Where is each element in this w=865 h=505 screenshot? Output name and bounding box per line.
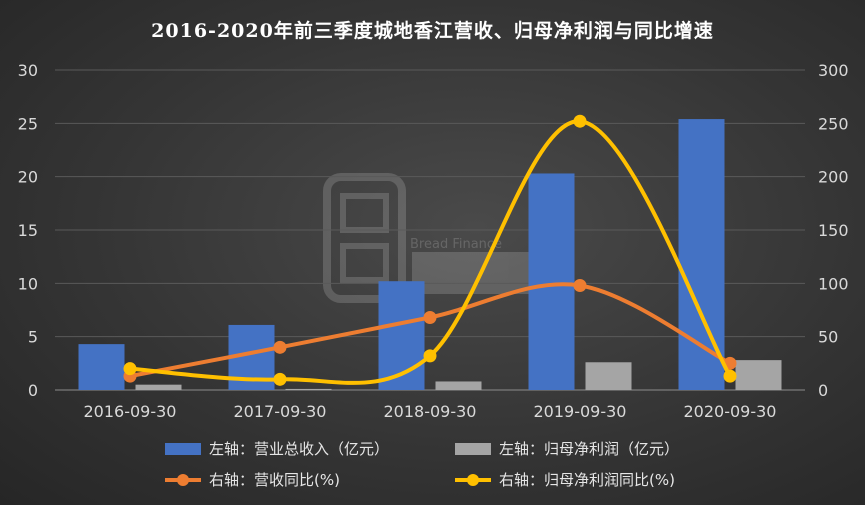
x-axis-tick-label: 2018-09-30 xyxy=(384,402,477,421)
bar-revenue xyxy=(528,173,575,390)
point-revenue-yoy xyxy=(573,278,587,292)
bar-net-profit xyxy=(285,388,332,390)
x-axis-tick-label: 2019-09-30 xyxy=(534,402,627,421)
legend-item: 右轴：营收同比(%) xyxy=(165,471,340,489)
bar-net-profit xyxy=(735,360,782,390)
left-axis-tick-label: 15 xyxy=(18,221,38,240)
left-axis-tick-label: 5 xyxy=(28,328,38,347)
watermark-text: Bread Finance xyxy=(410,237,502,252)
left-axis-tick-label: 0 xyxy=(28,381,38,400)
point-revenue-yoy xyxy=(273,340,287,354)
point-profit-yoy xyxy=(723,369,737,383)
point-profit-yoy xyxy=(573,114,587,128)
right-axis-tick-label: 50 xyxy=(818,328,838,347)
right-axis-tick-label: 300 xyxy=(818,61,849,80)
line-profit-yoy xyxy=(128,119,732,385)
watermark-logo: Bread Finance xyxy=(323,173,537,303)
legend-item: 左轴：归母净利润（亿元） xyxy=(455,440,679,458)
bar-net-profit xyxy=(435,381,482,390)
left-axis-tick-label: 25 xyxy=(18,114,38,133)
right-axis-tick-label: 150 xyxy=(818,221,849,240)
bar-net-profit xyxy=(585,362,632,390)
x-axis-tick-label: 2017-09-30 xyxy=(234,402,327,421)
legend-item: 左轴：营业总收入（亿元） xyxy=(165,440,389,458)
bar-revenue xyxy=(78,344,125,390)
legend-swatch-bar xyxy=(455,443,491,455)
legend-label: 左轴：营业总收入（亿元） xyxy=(209,440,389,458)
watermark-glyph-top xyxy=(340,193,389,233)
left-axis-tick-label: 20 xyxy=(18,168,38,187)
left-axis-tick-label: 10 xyxy=(18,274,38,293)
x-axis-tick-label: 2016-09-30 xyxy=(84,402,177,421)
legend-label: 右轴：归母净利润同比(%) xyxy=(499,471,675,489)
legend-swatch-marker xyxy=(467,474,479,486)
chart-title: 2016-2020年前三季度城地香江营收、归母净利润与同比增速 xyxy=(151,20,714,42)
legend-label: 左轴：归母净利润（亿元） xyxy=(499,440,679,458)
left-axis-tick-label: 30 xyxy=(18,61,38,80)
watermark-glyph-bottom xyxy=(340,243,389,283)
legend-label: 右轴：营收同比(%) xyxy=(209,471,340,489)
right-axis-tick-label: 200 xyxy=(818,168,849,187)
bar-net-profit xyxy=(135,384,182,390)
right-axis-tick-label: 100 xyxy=(818,274,849,293)
point-profit-yoy xyxy=(273,372,287,386)
x-axis-tick-label: 2020-09-30 xyxy=(684,402,777,421)
legend-swatch-marker xyxy=(177,474,189,486)
right-axis-tick-label: 0 xyxy=(818,381,828,400)
legend-swatch-bar xyxy=(165,443,201,455)
legend-item: 右轴：归母净利润同比(%) xyxy=(455,471,675,489)
right-axis-tick-label: 250 xyxy=(818,114,849,133)
point-revenue-yoy xyxy=(423,310,437,324)
point-profit-yoy xyxy=(423,349,437,363)
point-profit-yoy xyxy=(123,362,137,376)
